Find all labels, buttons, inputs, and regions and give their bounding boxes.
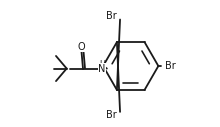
Text: O: O [77,42,85,52]
Text: H: H [99,60,106,69]
Text: Br: Br [165,61,175,71]
Text: Br: Br [106,11,117,21]
Text: N: N [98,64,106,74]
Text: Br: Br [106,110,117,120]
